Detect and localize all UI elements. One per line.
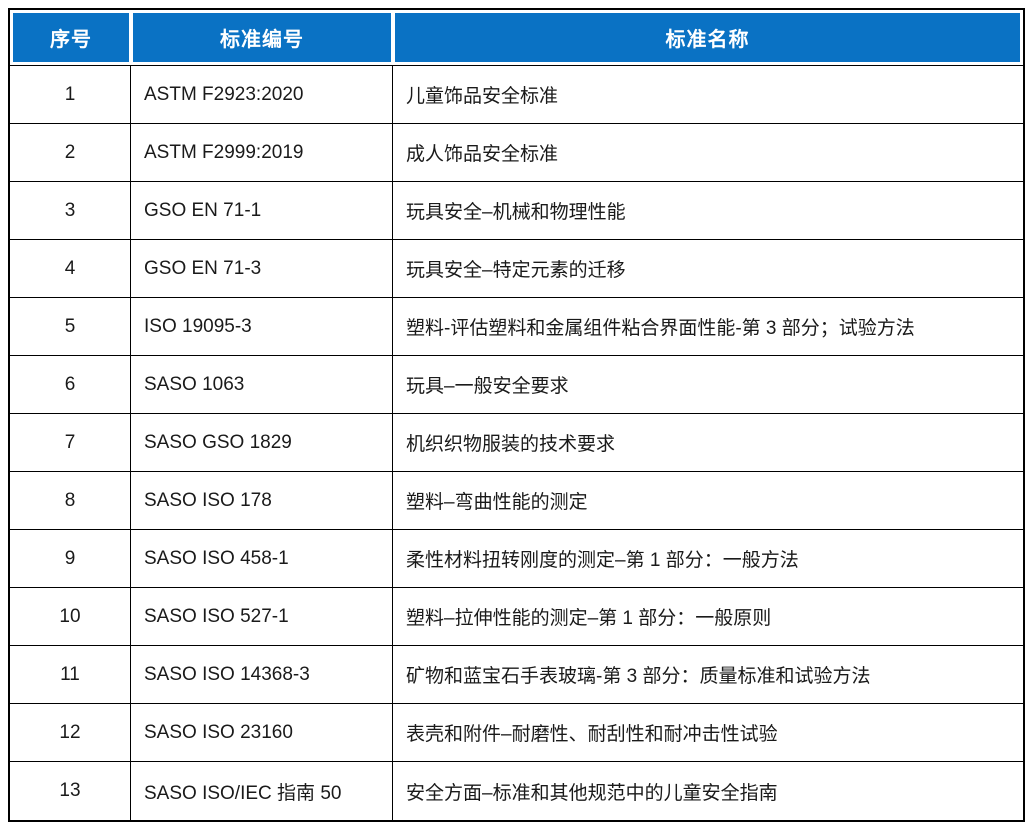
- cell-standard-name: 玩具安全–特定元素的迁移: [406, 260, 626, 281]
- cell-standard-name: 矿物和蓝宝石手表玻璃-第 3 部分：质量标准和试验方法: [406, 666, 871, 687]
- table-row: 13 SASO ISO/IEC 指南 50 安全方面–标准和其他规范中的儿童安全指南: [10, 762, 1023, 820]
- table-row: 3 GSO EN 71-1 玩具安全–机械和物理性能: [10, 182, 1023, 240]
- table-row: 7 SASO GSO 1829 机织织物服装的技术要求: [10, 414, 1023, 472]
- cell-standard-name: 玩具–一般安全要求: [406, 376, 569, 397]
- cell-serial-number: 4: [10, 240, 131, 297]
- table-header-row: 序号 标准编号 标准名称: [10, 10, 1023, 65]
- cell-standard-name: 塑料–弯曲性能的测定: [406, 492, 588, 513]
- cell-standard-code: SASO ISO 23160: [131, 704, 393, 761]
- cell-serial-number: 6: [10, 356, 131, 413]
- cell-standard-name: 塑料-评估塑料和金属组件粘合界面性能-第 3 部分；试验方法: [406, 318, 915, 339]
- cell-standard-code: GSO EN 71-1: [131, 182, 393, 239]
- cell-serial-number: 10: [10, 588, 131, 645]
- table-row: 2 ASTM F2999:2019 成人饰品安全标准: [10, 124, 1023, 182]
- table-row: 12 SASO ISO 23160 表壳和附件–耐磨性、耐刮性和耐冲击性试验: [10, 704, 1023, 762]
- table-row: 1 ASTM F2923:2020 儿童饰品安全标准: [10, 66, 1023, 124]
- cell-standard-name: 成人饰品安全标准: [406, 144, 559, 165]
- cell-standard-name: 表壳和附件–耐磨性、耐刮性和耐冲击性试验: [406, 724, 778, 745]
- table-row: 10 SASO ISO 527-1 塑料–拉伸性能的测定–第 1 部分：一般原则: [10, 588, 1023, 646]
- header-cell-standard-name: 标准名称: [395, 13, 1020, 62]
- cell-standard-code: SASO ISO/IEC 指南 50: [131, 762, 393, 820]
- table-row: 11 SASO ISO 14368-3 矿物和蓝宝石手表玻璃-第 3 部分：质量标准…: [10, 646, 1023, 704]
- table-row: 9 SASO ISO 458-1 柔性材料扭转刚度的测定–第 1 部分：一般方法: [10, 530, 1023, 588]
- cell-standard-code: SASO ISO 14368-3: [131, 646, 393, 703]
- cell-serial-number: 5: [10, 298, 131, 355]
- cell-serial-number: 8: [10, 472, 131, 529]
- cell-standard-name: 机织织物服装的技术要求: [406, 434, 616, 455]
- cell-standard-code: SASO ISO 458-1: [131, 530, 393, 587]
- table-row: 8 SASO ISO 178 塑料–弯曲性能的测定: [10, 472, 1023, 530]
- cell-standard-code: SASO GSO 1829: [131, 414, 393, 471]
- cell-standard-code: ASTM F2923:2020: [131, 66, 393, 123]
- cell-standard-code: ISO 19095-3: [131, 298, 393, 355]
- cell-standard-name: 儿童饰品安全标准: [406, 86, 559, 107]
- cell-serial-number: 12: [10, 704, 131, 761]
- cell-serial-number: 7: [10, 414, 131, 471]
- cell-standard-name: 安全方面–标准和其他规范中的儿童安全指南: [406, 782, 778, 804]
- cell-serial-number: 9: [10, 530, 131, 587]
- table-row: 4 GSO EN 71-3 玩具安全–特定元素的迁移: [10, 240, 1023, 298]
- header-cell-standard-code: 标准编号: [133, 13, 391, 62]
- cell-serial-number: 1: [10, 66, 131, 123]
- cell-standard-code: GSO EN 71-3: [131, 240, 393, 297]
- cell-serial-number: 3: [10, 182, 131, 239]
- header-cell-serial: 序号: [13, 13, 129, 62]
- cell-serial-number: 13: [10, 762, 131, 820]
- cell-standard-code: ASTM F2999:2019: [131, 124, 393, 181]
- table-body: 1 ASTM F2923:2020 儿童饰品安全标准 2 ASTM F2999:2019…: [10, 65, 1023, 820]
- cell-standard-code: SASO ISO 527-1: [131, 588, 393, 645]
- table-row: 6 SASO 1063 玩具–一般安全要求: [10, 356, 1023, 414]
- cell-serial-number: 2: [10, 124, 131, 181]
- cell-standard-name: 玩具安全–机械和物理性能: [406, 202, 626, 223]
- cell-standard-code: SASO 1063: [131, 356, 393, 413]
- table-row: 5 ISO 19095-3 塑料-评估塑料和金属组件粘合界面性能-第 3 部分；试验…: [10, 298, 1023, 356]
- cell-standard-code: SASO ISO 178: [131, 472, 393, 529]
- cell-serial-number: 11: [10, 646, 131, 703]
- cell-standard-name: 塑料–拉伸性能的测定–第 1 部分：一般原则: [406, 608, 772, 629]
- cell-standard-name: 柔性材料扭转刚度的测定–第 1 部分：一般方法: [406, 550, 799, 571]
- standards-table: 序号 标准编号 标准名称 1 ASTM F2923:2020 儿童饰品安全标准 2 AS…: [8, 8, 1025, 822]
